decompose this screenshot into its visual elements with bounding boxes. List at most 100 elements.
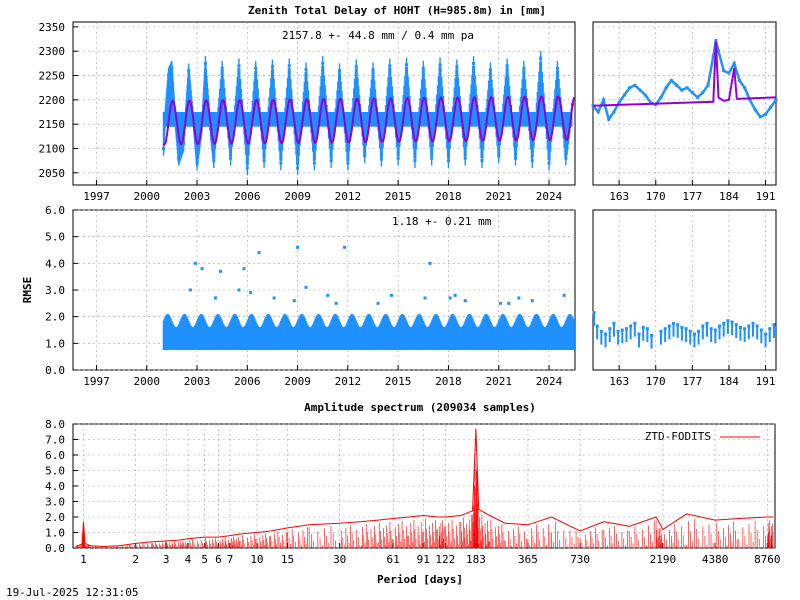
ztd-observation-point <box>396 156 400 160</box>
ztd-observation-point <box>245 166 249 170</box>
rmse-recent-observation-point <box>663 327 667 331</box>
rmse-recent-observation-point <box>743 327 747 331</box>
rmse-recent-observation-point <box>595 324 599 328</box>
ztd-x-tick-label: 2003 <box>184 190 211 203</box>
rmse-outlier-point <box>498 301 502 305</box>
ztd-observation-point <box>182 142 186 146</box>
rmse-outlier-point <box>242 267 246 271</box>
rmse-outlier-point <box>423 296 427 300</box>
spectrum-x-tick-label: 183 <box>466 553 486 566</box>
rmse-outlier-point <box>530 299 534 303</box>
ztd-observation-point <box>438 63 442 67</box>
spectrum-x-tick-label: 10 <box>250 553 263 566</box>
spectrum-y-tick-label: 2.0 <box>45 511 65 524</box>
ztd-observation-point <box>163 115 167 119</box>
ztd-x-tick-label: 2006 <box>234 190 261 203</box>
rmse-recent-x-tick-label: 191 <box>756 375 776 388</box>
ztd-observation-point <box>379 157 383 161</box>
rmse-outlier-point <box>296 245 300 249</box>
rmse-outlier-point <box>188 288 192 292</box>
rmse-recent-observation-point <box>667 324 671 328</box>
rmse-x-tick-label: 2021 <box>485 375 512 388</box>
rmse-outlier-point <box>334 301 338 305</box>
rmse-recent-observation-point <box>759 328 763 332</box>
rmse-y-tick-label: 2.0 <box>45 311 65 324</box>
ztd-observation-point <box>212 159 216 163</box>
spectrum-y-tick-label: 3.0 <box>45 496 65 509</box>
ztd-observation-point <box>254 66 258 70</box>
rmse-recent-observation-point <box>592 311 596 315</box>
rmse-recent-observation-point <box>713 328 717 332</box>
rmse-x-tick-label: 1997 <box>83 375 110 388</box>
rmse-outlier-point <box>200 267 204 271</box>
ztd-recent-observation-line <box>592 40 778 123</box>
ztd-recent-x-tick-label: 177 <box>682 190 702 203</box>
rmse-recent-observation-point <box>768 327 772 331</box>
ztd-y-tick-label: 2200 <box>39 94 66 107</box>
spectrum-y-tick-label: 8.0 <box>45 418 65 431</box>
spectrum-x-tick-label: 6 <box>215 553 222 566</box>
rmse-outlier-point <box>389 293 393 297</box>
spectrum-x-tick-label: 730 <box>570 553 590 566</box>
spectrum-x-tick-label: 2 <box>132 553 139 566</box>
marks-layer <box>75 38 778 548</box>
rmse-recent-observation-point <box>709 327 713 331</box>
rmse-recent-observation-point <box>676 323 680 327</box>
ztd-observation-point <box>463 156 467 160</box>
rmse-recent-observation-point <box>599 329 603 333</box>
rmse-y-tick-label: 5.0 <box>45 231 65 244</box>
ztd-x-tick-label: 2009 <box>284 190 311 203</box>
rmse-recent-observation-point <box>718 324 722 328</box>
rmse-outlier-point <box>562 293 566 297</box>
rmse-recent-observation-point <box>722 321 726 325</box>
ztd-observation-point <box>296 166 300 170</box>
spectrum-x-tick-label: 7 <box>227 553 234 566</box>
ztd-observation-point <box>195 161 199 165</box>
ztd-observation-point <box>421 66 425 70</box>
ztd-observation-point <box>170 66 174 70</box>
ztd-recent-x-tick-label: 163 <box>609 190 629 203</box>
rmse-recent-observation-point <box>697 329 701 333</box>
rmse-x-tick-label: 2024 <box>536 375 563 388</box>
spectrum-x-tick-label: 4 <box>185 553 192 566</box>
ztd-observation-point <box>237 64 241 68</box>
rmse-recent-observation-point <box>755 324 759 328</box>
rmse-outlier-point <box>304 285 308 289</box>
ztd-observation-point <box>472 61 476 65</box>
timestamp: 19-Jul-2025 12:31:05 <box>6 586 138 599</box>
ztd-observation-point <box>177 156 181 160</box>
rmse-recent-observation-point <box>604 332 608 336</box>
ztd-observation-point <box>354 65 358 69</box>
ztd-observation-point <box>287 64 291 68</box>
ztd-observation-point <box>480 159 484 163</box>
ztd-model-line <box>162 95 576 146</box>
ztd-observation-point <box>173 117 177 121</box>
spectrum-x-tick-label: 91 <box>417 553 430 566</box>
rmse-recent-observation-point <box>624 327 628 331</box>
ztd-x-tick-label: 2021 <box>485 190 512 203</box>
rmse-y-tick-label: 4.0 <box>45 257 65 270</box>
rmse-outlier-point <box>249 291 253 295</box>
rmse-outlier-point <box>448 296 452 300</box>
rmse-recent-observation-point <box>701 324 705 328</box>
ztd-observation-point <box>513 156 517 160</box>
rmse-recent-observation-point <box>637 332 641 336</box>
ztd-observation-point <box>262 159 266 163</box>
rmse-outlier-point <box>237 288 241 292</box>
rmse-x-tick-label: 2006 <box>234 375 261 388</box>
rmse-recent-observation-point <box>680 325 684 329</box>
rmse-recent-x-tick-label: 163 <box>609 375 629 388</box>
rmse-y-tick-label: 0.0 <box>45 364 65 377</box>
legend-label-ztd-fodits: ZTD-FODITS <box>645 430 711 443</box>
rmse-recent-x-tick-label: 170 <box>646 375 666 388</box>
spectrum-y-tick-label: 0.0 <box>45 542 65 555</box>
rmse-y-tick-label: 3.0 <box>45 284 65 297</box>
spectrum-x-tick-label: 1 <box>80 553 87 566</box>
ztd-observation-point <box>203 61 207 65</box>
ztd-x-tick-label: 2012 <box>335 190 362 203</box>
spectrum-y-tick-label: 4.0 <box>45 480 65 493</box>
rmse-outlier-point <box>193 261 197 265</box>
spectrum-chart-title: Amplitude spectrum (209034 samples) <box>304 401 536 414</box>
ztd-observation-point <box>338 69 342 73</box>
